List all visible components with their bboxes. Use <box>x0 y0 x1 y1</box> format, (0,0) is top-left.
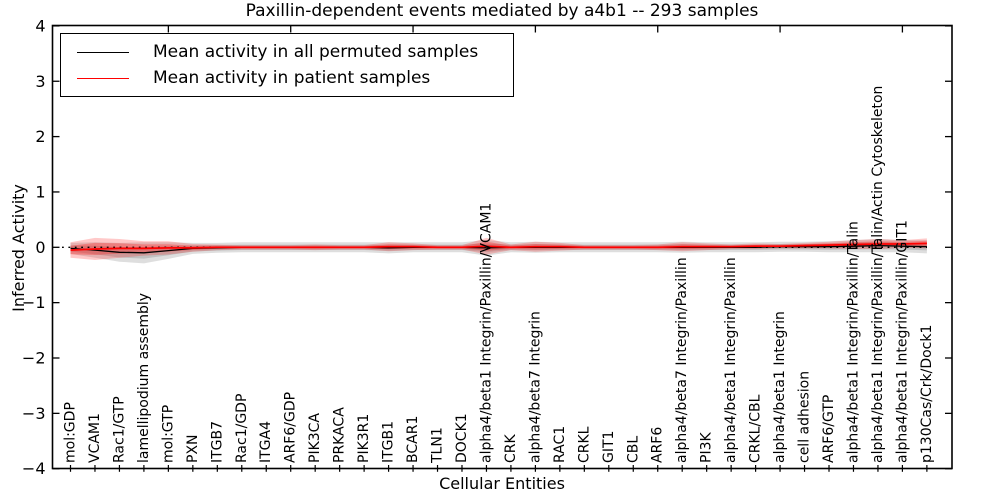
legend-item-patient: Mean activity in patient samples <box>77 67 513 88</box>
legend: Mean activity in all permuted samples Me… <box>60 33 514 97</box>
y-tick-label: −2 <box>22 349 46 368</box>
x-category-label: p130Cas/Crk/Dock1 <box>919 325 935 463</box>
x-category-label: alpha4/beta1 Integrin/Paxillin/VCAM1 <box>479 203 495 463</box>
legend-label-patient: Mean activity in patient samples <box>153 67 431 88</box>
permuted-line-sample <box>77 51 129 53</box>
x-category-label: ARF6/GTP <box>821 395 837 463</box>
y-tick-label: 1 <box>35 182 45 201</box>
x-category-label: PRKACA <box>332 407 348 463</box>
x-category-label: alpha4/beta1 Integrin/Paxillin/Talin <box>846 221 862 463</box>
x-category-label: ITGB7 <box>209 421 225 463</box>
x-category-label: alpha4/beta1 Integrin/Paxillin/GIT1 <box>894 220 910 463</box>
x-category-label: VCAM1 <box>87 413 103 463</box>
legend-item-permuted: Mean activity in all permuted samples <box>77 41 513 62</box>
y-tick-label: 2 <box>35 127 45 146</box>
x-category-label: alpha4/beta1 Integrin/Paxillin <box>723 257 739 463</box>
y-tick-label: 4 <box>35 16 45 35</box>
x-category-label: Rac1/GDP <box>234 394 250 463</box>
x-category-label: CRK <box>503 433 519 463</box>
x-category-label: DOCK1 <box>454 413 470 463</box>
x-category-label: CBL <box>625 436 641 463</box>
y-tick-label: −3 <box>22 404 46 423</box>
x-category-label: ARF6/GDP <box>283 392 299 463</box>
y-tick-label: 3 <box>35 72 45 91</box>
x-category-label: PXN <box>185 434 201 463</box>
x-category-label: PI3K <box>699 432 715 463</box>
legend-label-permuted: Mean activity in all permuted samples <box>153 41 479 62</box>
y-tick-label: 0 <box>35 238 45 257</box>
x-category-label: Rac1/GTP <box>111 396 127 463</box>
patient-line-sample <box>77 77 129 79</box>
x-category-label: BCAR1 <box>405 416 421 463</box>
x-category-label: CRKL/CBL <box>748 394 764 463</box>
chart-title: Paxillin-dependent events mediated by a4… <box>245 1 759 21</box>
x-category-label: alpha4/beta7 Integrin <box>527 311 543 463</box>
x-category-label: RAC1 <box>552 426 568 463</box>
axes-frame <box>51 24 953 470</box>
x-category-label: mol:GDP <box>63 402 79 463</box>
x-category-label: PIK3R1 <box>356 414 372 463</box>
x-category-label: CRKL <box>576 426 592 463</box>
x-category-label: alpha4/beta1 Integrin <box>772 311 788 463</box>
x-category-label: cell adhesion <box>797 371 813 463</box>
x-category-label: PIK3CA <box>307 413 323 463</box>
patient-std-band-outer <box>70 237 927 260</box>
x-category-label: ARF6 <box>650 427 666 463</box>
permuted-std-band-outer <box>70 239 927 264</box>
x-axis-label: Cellular Entities <box>439 474 565 493</box>
x-category-label: alpha4/beta1 Integrin/Paxillin/Talin/Act… <box>870 86 886 463</box>
x-category-label: alpha4/beta7 Integrin/Paxillin <box>674 257 690 463</box>
x-category-label: GIT1 <box>601 431 617 463</box>
x-category-label: ITGA4 <box>258 421 274 463</box>
x-category-label: lamellipodium assembly <box>136 293 152 463</box>
y-tick-label: −4 <box>22 459 46 478</box>
patient-mean-line <box>70 242 927 251</box>
y-tick-label: −1 <box>22 293 46 312</box>
x-category-label: ITGB1 <box>381 421 397 463</box>
x-category-label: TLN1 <box>430 427 446 464</box>
x-category-label: mol:GTP <box>160 405 176 463</box>
